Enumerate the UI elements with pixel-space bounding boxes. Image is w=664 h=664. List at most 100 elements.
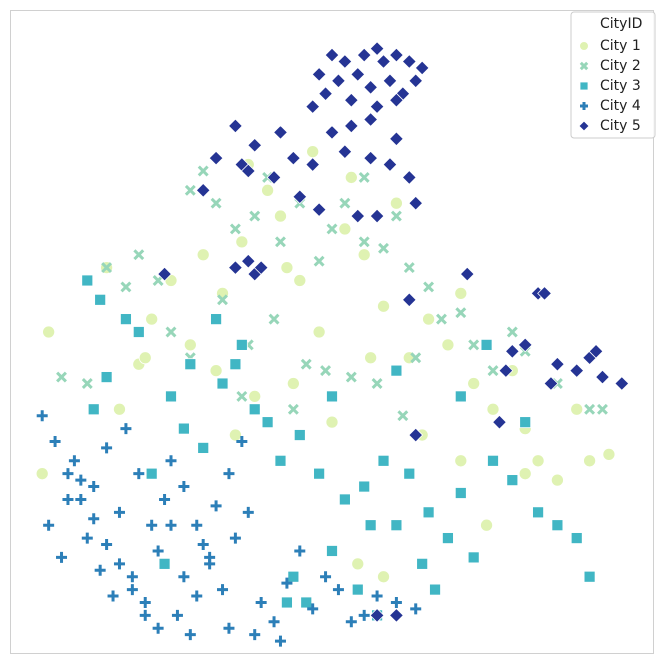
- point: [339, 197, 351, 209]
- point: [580, 102, 588, 110]
- point: [266, 170, 282, 185]
- point: [343, 92, 359, 108]
- point: [113, 402, 126, 416]
- point: [159, 493, 171, 505]
- point: [152, 622, 164, 634]
- point: [364, 519, 377, 532]
- point: [313, 467, 326, 480]
- point: [550, 473, 564, 487]
- point: [229, 532, 241, 544]
- legend-label: City 3: [600, 78, 641, 94]
- point: [351, 557, 365, 571]
- point: [518, 467, 532, 481]
- point: [408, 427, 424, 443]
- point: [292, 189, 308, 205]
- point: [287, 570, 300, 583]
- point: [326, 390, 338, 403]
- point: [208, 150, 224, 166]
- point: [318, 86, 333, 102]
- point: [543, 376, 559, 391]
- point: [81, 532, 93, 544]
- point: [210, 313, 222, 326]
- point: [286, 377, 300, 390]
- point: [158, 557, 171, 570]
- point: [377, 299, 390, 313]
- point: [480, 338, 493, 351]
- point: [454, 487, 467, 499]
- point: [337, 144, 353, 160]
- point: [325, 415, 339, 429]
- point: [307, 603, 319, 615]
- point: [343, 118, 359, 134]
- point: [414, 60, 430, 76]
- point: [358, 609, 370, 621]
- legend-label: City 2: [600, 58, 641, 74]
- point: [62, 493, 74, 505]
- point: [442, 532, 454, 544]
- point: [165, 390, 177, 403]
- point: [364, 351, 378, 365]
- point: [376, 54, 391, 69]
- point: [165, 519, 177, 531]
- point: [410, 603, 422, 615]
- point: [363, 150, 379, 166]
- point: [459, 266, 475, 282]
- point: [248, 389, 262, 403]
- point: [139, 596, 151, 608]
- point: [369, 99, 385, 114]
- point: [240, 163, 256, 179]
- point: [389, 47, 404, 63]
- point: [597, 403, 608, 415]
- point: [351, 583, 364, 596]
- point: [337, 54, 353, 69]
- point: [371, 590, 383, 602]
- point: [281, 596, 293, 609]
- point: [235, 338, 248, 351]
- point: [133, 468, 145, 480]
- point: [519, 416, 532, 429]
- point: [486, 402, 500, 416]
- point: [35, 467, 49, 481]
- point: [583, 454, 597, 468]
- point: [583, 570, 596, 583]
- legend: CityID City 1 City 2 City 3 City 4 City 5: [570, 11, 656, 139]
- point: [504, 343, 520, 359]
- point: [126, 584, 138, 596]
- point: [101, 539, 113, 551]
- point: [408, 195, 424, 211]
- point: [423, 281, 435, 293]
- point: [209, 364, 223, 378]
- point: [454, 286, 468, 300]
- point: [595, 369, 610, 385]
- point: [579, 41, 589, 51]
- point: [389, 196, 403, 210]
- point: [498, 363, 514, 379]
- point: [247, 137, 263, 153]
- point: [293, 274, 307, 287]
- point: [261, 416, 274, 429]
- point: [133, 249, 145, 261]
- point: [275, 236, 286, 248]
- point: [487, 365, 499, 377]
- point: [228, 260, 243, 275]
- point: [331, 73, 346, 89]
- point: [416, 557, 429, 570]
- point: [62, 468, 74, 480]
- point: [274, 209, 287, 223]
- point: [120, 423, 132, 435]
- point: [56, 551, 68, 563]
- point: [210, 500, 222, 512]
- point: [56, 371, 67, 383]
- point: [280, 261, 294, 275]
- point: [145, 467, 158, 480]
- point: [242, 506, 254, 518]
- point: [178, 571, 190, 583]
- point: [344, 170, 358, 184]
- point: [236, 435, 248, 447]
- point: [506, 474, 519, 487]
- point: [94, 293, 107, 306]
- point: [403, 262, 415, 274]
- point: [532, 506, 544, 519]
- point: [570, 402, 584, 416]
- point: [579, 81, 589, 91]
